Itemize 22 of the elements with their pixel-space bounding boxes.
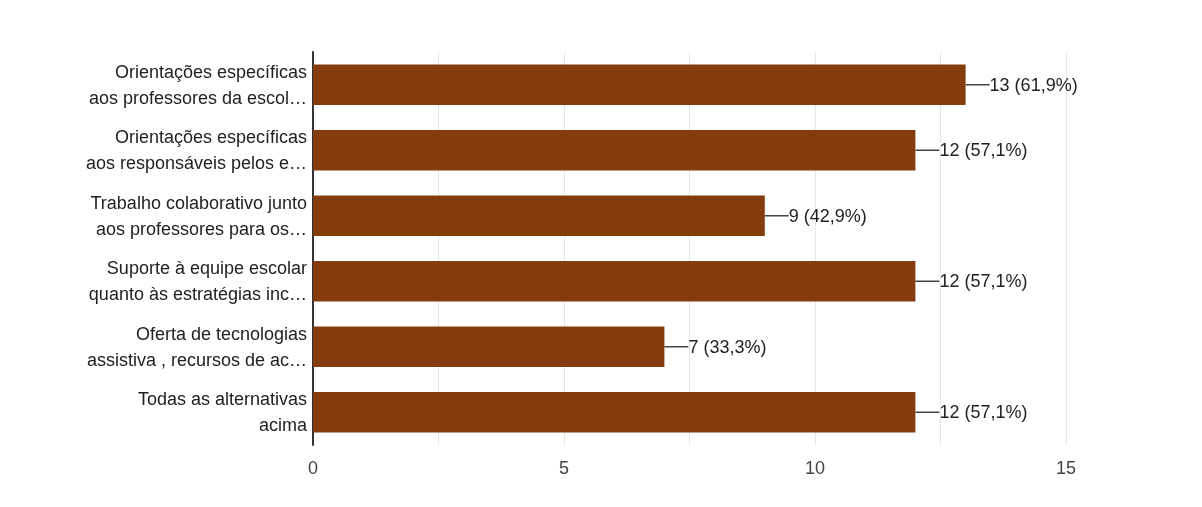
bar — [313, 326, 665, 368]
x-tick-label: 10 — [804, 458, 826, 478]
y-tick-label: Suporte à equipe escolar quanto às estratégias inc… — [88, 258, 307, 305]
y-tick-label: Orientações específicas aos responsáveis pelos e… — [85, 127, 307, 174]
bar — [313, 64, 966, 106]
data-label: 9 (42,9%) — [788, 205, 867, 226]
x-tick-label: 15 — [1055, 458, 1077, 478]
y-tick-label: Oferta de tecnologias assistiva , recursos de ac… — [86, 323, 307, 370]
data-label: 12 (57,1%) — [939, 271, 1028, 292]
y-tick-label: Orientações específicas aos professores da escol… — [88, 61, 307, 108]
bar — [313, 391, 916, 433]
data-label: 12 (57,1%) — [939, 402, 1028, 423]
data-label: 12 (57,1%) — [939, 140, 1028, 161]
y-tick-label: Todas as alternativas acima — [137, 389, 308, 436]
data-label: 13 (61,9%) — [989, 74, 1078, 95]
x-tick-label: 0 — [307, 458, 319, 478]
x-tick-label: 5 — [558, 458, 570, 478]
bar — [313, 260, 916, 302]
bar — [313, 195, 765, 237]
data-label: 7 (33,3%) — [688, 336, 767, 357]
y-tick-label: Trabalho colaborativo junto aos professores para os… — [90, 192, 307, 239]
bar — [313, 129, 916, 171]
